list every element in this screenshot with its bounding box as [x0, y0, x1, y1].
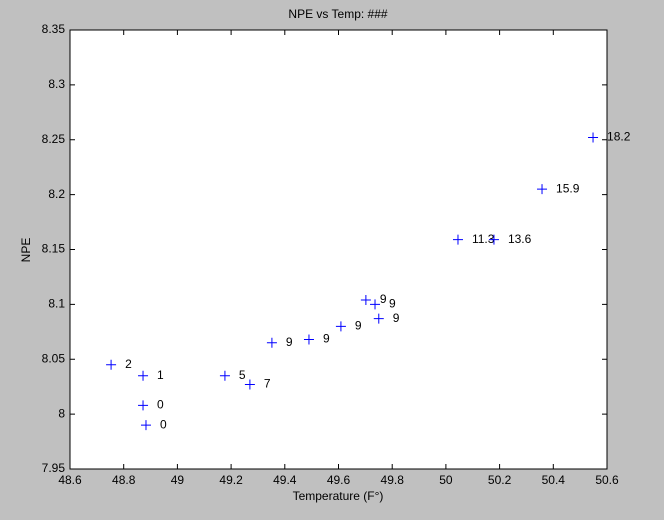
marker	[537, 184, 548, 195]
y-tick-label: 8.05	[42, 351, 66, 365]
point-label: 5	[239, 368, 246, 382]
plot-area	[69, 29, 608, 470]
marker	[138, 400, 149, 411]
point-label: 9	[380, 292, 387, 306]
point-label: 9	[286, 335, 293, 349]
y-tick-label: 8.35	[42, 22, 66, 36]
x-tick-label: 48.6	[58, 473, 82, 487]
point-label: 9	[393, 311, 400, 325]
marker	[140, 420, 151, 431]
marker	[370, 299, 381, 310]
x-tick-label: 50.4	[542, 473, 566, 487]
x-tick-label: 50	[439, 473, 453, 487]
marker	[452, 234, 463, 245]
marker	[138, 370, 149, 381]
point-label: 9	[355, 318, 362, 332]
x-tick-label: 49.6	[327, 473, 351, 487]
x-tick-label: 48.8	[112, 473, 136, 487]
marker	[588, 132, 599, 143]
marker	[488, 234, 499, 245]
point-label: 18.2	[607, 130, 631, 144]
marker	[303, 334, 314, 345]
point-label: 15.9	[556, 181, 580, 195]
x-tick-label: 49.4	[273, 473, 297, 487]
point-label: 1	[157, 368, 164, 382]
y-axis-label: NPE	[19, 238, 33, 263]
marker	[373, 313, 384, 324]
point-label: 0	[160, 417, 167, 431]
marker	[219, 370, 230, 381]
point-label: 11.3	[472, 232, 495, 246]
chart-title: NPE vs Temp: ###	[288, 7, 387, 21]
x-tick-label: 49	[171, 473, 185, 487]
x-tick-label: 49.8	[381, 473, 405, 487]
y-tick-label: 7.95	[42, 461, 66, 475]
y-tick-label: 8.1	[48, 297, 65, 311]
x-tick-label: 50.6	[595, 473, 619, 487]
marker	[335, 321, 346, 332]
y-tick-label: 8.15	[42, 242, 66, 256]
point-label: 0	[157, 398, 164, 412]
point-label: 13.6	[508, 232, 532, 246]
y-tick-label: 8.3	[48, 77, 65, 91]
x-axis-label: Temperature (F°)	[293, 489, 384, 503]
x-tick-label: 50.2	[488, 473, 512, 487]
point-label: 2	[125, 357, 132, 371]
y-tick-label: 8.2	[48, 187, 65, 201]
marker	[106, 359, 117, 370]
marker	[266, 337, 277, 348]
marker	[360, 294, 371, 305]
y-tick-label: 8	[58, 406, 65, 420]
y-tick-label: 8.25	[42, 132, 66, 146]
point-label: 7	[264, 377, 271, 391]
marker	[244, 379, 255, 390]
point-label: 9	[389, 297, 396, 311]
x-tick-label: 49.2	[219, 473, 243, 487]
point-label: 9	[323, 332, 330, 346]
